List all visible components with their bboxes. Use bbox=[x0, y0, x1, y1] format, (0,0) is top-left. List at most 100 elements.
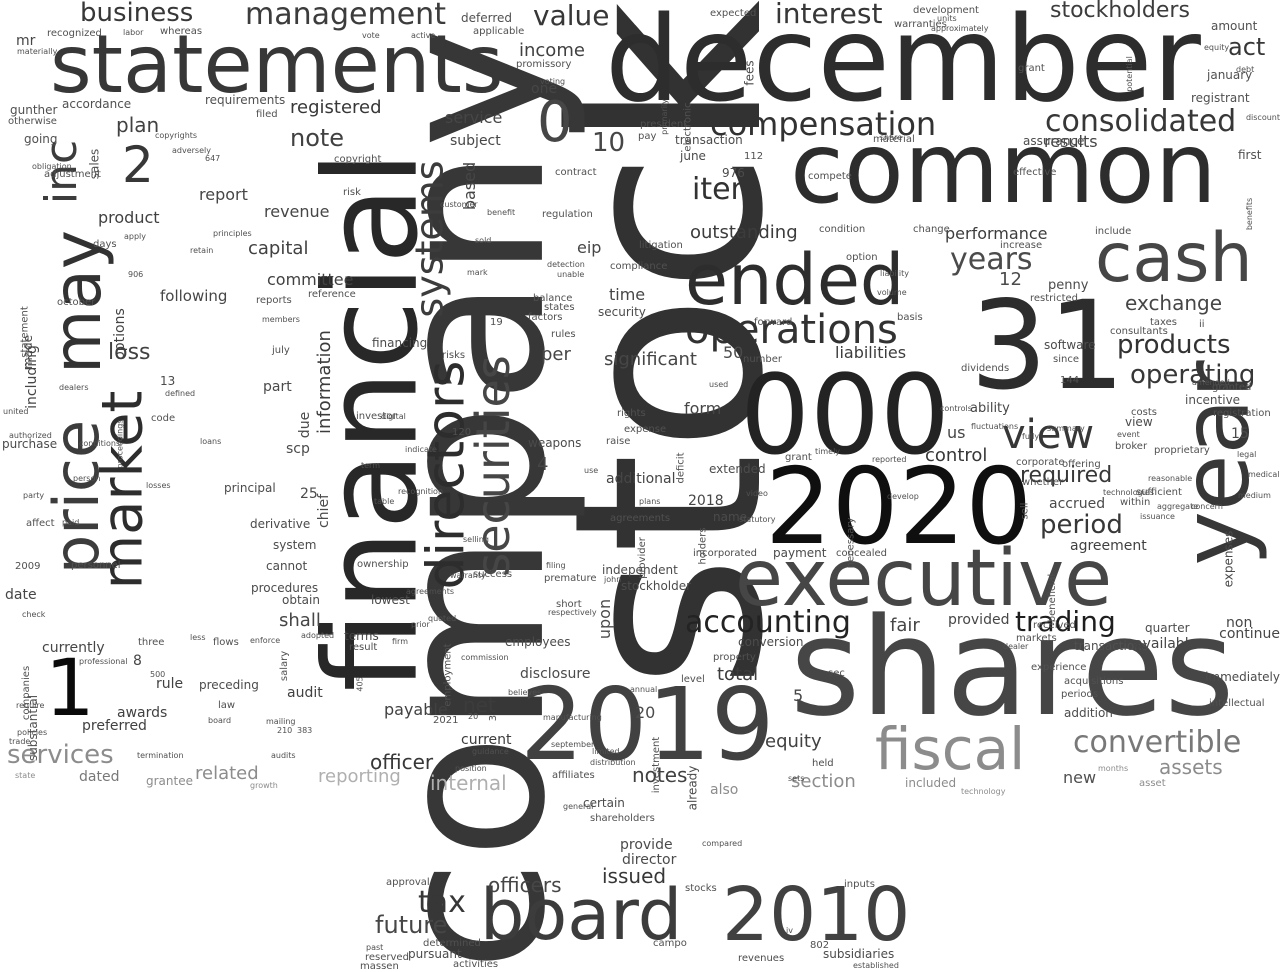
word-director: director bbox=[622, 852, 677, 868]
word-convertible: convertible bbox=[1073, 725, 1242, 760]
word-activities: activities bbox=[453, 959, 499, 970]
word-2019: 2019 bbox=[520, 666, 775, 783]
word-grant: grant bbox=[1018, 63, 1045, 74]
word-ownership: ownership bbox=[357, 559, 409, 570]
word-conditions: conditions bbox=[79, 439, 121, 448]
word-required: required bbox=[1020, 463, 1113, 488]
word-flows: flows bbox=[213, 637, 239, 648]
word-require: require bbox=[16, 701, 45, 710]
word-form: form bbox=[684, 399, 722, 418]
word-directors: directors bbox=[415, 360, 476, 589]
word-committee: committee bbox=[267, 270, 354, 289]
word-person: person bbox=[73, 474, 101, 483]
word-equity: equity bbox=[765, 731, 822, 752]
word-determined: determined bbox=[423, 938, 481, 949]
word-date: date bbox=[5, 587, 37, 603]
word-provided: provided bbox=[948, 612, 1010, 628]
word-aggregate: aggregate bbox=[1157, 502, 1199, 511]
word-shares: shares bbox=[790, 589, 1235, 746]
word-unable: unable bbox=[557, 270, 585, 279]
word-reporting: reporting bbox=[318, 766, 401, 787]
word-proprietary: proprietary bbox=[1154, 445, 1210, 456]
word-less: less bbox=[190, 633, 206, 642]
word-value: value bbox=[533, 0, 610, 32]
word-balance: balance bbox=[533, 293, 573, 304]
word-term: term bbox=[361, 461, 380, 470]
word-1: 1 bbox=[45, 644, 95, 734]
word-independent: independent bbox=[602, 563, 678, 577]
word-option: option bbox=[846, 252, 878, 263]
word-scp: scp bbox=[286, 441, 310, 457]
word-quoted: quoted bbox=[428, 614, 457, 623]
word-certain: certain bbox=[583, 796, 625, 810]
word-assets: assets bbox=[1159, 755, 1223, 779]
word-issued: issued bbox=[602, 864, 667, 888]
word-50: 50 bbox=[723, 343, 744, 362]
word-applicable: applicable bbox=[473, 26, 525, 37]
word-lowest: lowest bbox=[371, 593, 410, 607]
word-revenue: revenue bbox=[264, 202, 330, 221]
word-liability: liability bbox=[880, 269, 909, 278]
word-used: used bbox=[709, 380, 729, 389]
word-offering: offering bbox=[1062, 459, 1101, 470]
word-906: 906 bbox=[128, 270, 144, 279]
word-summary: summary bbox=[1047, 424, 1085, 433]
word-procedures: procedures bbox=[251, 581, 319, 595]
word-act: act bbox=[1228, 33, 1266, 61]
word-granted: granted bbox=[1212, 382, 1252, 393]
word-chief: chief bbox=[316, 493, 333, 529]
word-accordance: accordance bbox=[62, 97, 132, 111]
word-condition: condition bbox=[819, 224, 866, 235]
word-effective: effective bbox=[1013, 167, 1057, 178]
word-preferred: preferred bbox=[82, 718, 147, 734]
word-agreements: agreements bbox=[406, 587, 455, 596]
word-use: use bbox=[584, 466, 599, 475]
word-copyright: copyright bbox=[334, 154, 382, 165]
word-383: 383 bbox=[297, 726, 313, 735]
word-income: income bbox=[519, 40, 585, 61]
word-received: received bbox=[1033, 620, 1076, 631]
word-20: 20 bbox=[468, 712, 479, 721]
word-number: number bbox=[743, 354, 783, 365]
word-reserved: reserved bbox=[365, 952, 409, 963]
word-fluctuations: fluctuations bbox=[971, 422, 1019, 431]
word-rights: rights bbox=[617, 408, 646, 419]
word-enforce: enforce bbox=[250, 636, 281, 645]
word-since: since bbox=[1053, 354, 1079, 365]
word-share: share bbox=[880, 133, 903, 142]
word-expected: expected bbox=[710, 8, 757, 19]
word-filing: filing bbox=[546, 561, 566, 570]
word-recognition: recognition bbox=[398, 487, 444, 496]
word-held: held bbox=[812, 758, 834, 769]
word-system: system bbox=[273, 538, 317, 552]
word-prior: prior bbox=[411, 620, 430, 629]
word-ended: ended bbox=[685, 239, 905, 321]
word-reasonable: reasonable bbox=[1148, 474, 1193, 483]
word-trading: trading bbox=[1015, 605, 1116, 638]
word-cash: cash bbox=[1095, 219, 1253, 298]
word-agreements: agreements bbox=[610, 513, 671, 524]
word-holders: holders bbox=[697, 526, 709, 565]
word-agreement: agreement bbox=[1070, 538, 1147, 554]
word-5: 5 bbox=[793, 686, 804, 705]
word-business: business bbox=[80, 0, 194, 28]
word-operations: operations bbox=[685, 307, 898, 353]
word-benefits: benefits bbox=[1245, 197, 1255, 231]
word-growth: growth bbox=[250, 781, 278, 790]
word-non: non bbox=[1226, 615, 1253, 631]
word-service: service bbox=[445, 108, 503, 127]
word-iv: iv bbox=[786, 926, 793, 935]
word-check: check bbox=[22, 610, 46, 619]
word-amended: amended bbox=[1192, 378, 1230, 387]
word-property: property bbox=[713, 652, 756, 663]
word-retain: retain bbox=[190, 246, 214, 255]
word-manufacturing: manufacturing bbox=[543, 713, 602, 722]
word-statutory: statutory bbox=[739, 515, 776, 524]
word-table: table bbox=[374, 497, 395, 506]
word-2020: 2020 bbox=[765, 446, 1033, 568]
word-currently: currently bbox=[42, 640, 105, 656]
word-financing: financing bbox=[372, 336, 428, 350]
word-risk: risk bbox=[343, 187, 361, 198]
word-statement: statement bbox=[19, 305, 31, 358]
word-available: available bbox=[1134, 636, 1198, 652]
